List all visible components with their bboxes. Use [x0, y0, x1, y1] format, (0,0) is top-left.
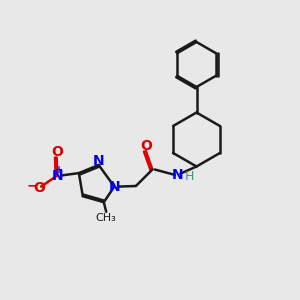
Text: N: N	[93, 154, 104, 168]
Text: H: H	[184, 170, 194, 183]
Text: +: +	[55, 165, 63, 175]
Text: N: N	[172, 168, 184, 182]
Text: O: O	[33, 181, 45, 195]
Text: N: N	[52, 169, 63, 182]
Text: O: O	[51, 146, 63, 159]
Text: N: N	[109, 180, 120, 194]
Text: CH₃: CH₃	[96, 213, 117, 223]
Text: O: O	[140, 139, 152, 152]
Text: −: −	[26, 178, 38, 192]
